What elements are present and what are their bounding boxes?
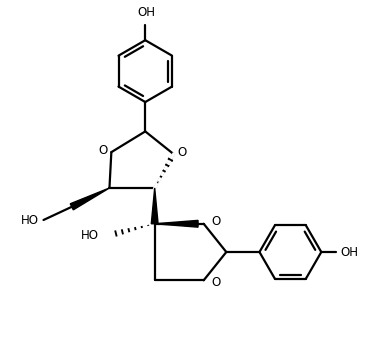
Polygon shape [151, 188, 158, 224]
Text: HO: HO [81, 228, 99, 241]
Text: O: O [98, 144, 108, 157]
Polygon shape [70, 188, 109, 210]
Text: O: O [177, 146, 186, 159]
Text: OH: OH [137, 6, 155, 19]
Text: OH: OH [340, 246, 358, 259]
Text: HO: HO [21, 214, 39, 227]
Polygon shape [155, 220, 198, 227]
Text: O: O [211, 276, 221, 289]
Text: O: O [211, 215, 221, 228]
